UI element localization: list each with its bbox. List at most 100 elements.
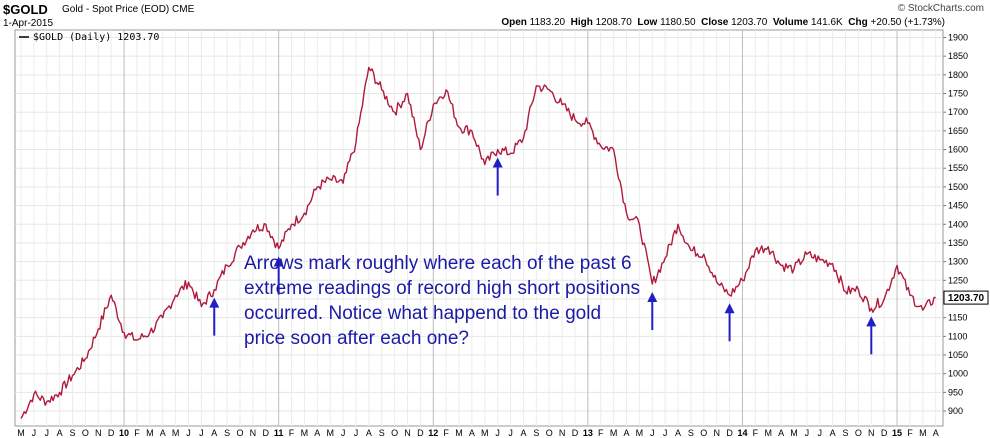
y-tick-label: 950 <box>948 387 963 397</box>
y-tick-label: 1000 <box>948 369 968 379</box>
y-tick-label: 1450 <box>948 201 968 211</box>
y-tick-label: 1350 <box>948 238 968 248</box>
x-tick-label: J <box>650 428 655 438</box>
x-tick-label: J <box>508 428 513 438</box>
open-label: Open <box>501 17 527 28</box>
x-tick-label: M <box>481 428 489 438</box>
close-label: Close <box>701 17 729 28</box>
y-tick-label: 1400 <box>948 219 968 229</box>
x-tick-label: A <box>211 428 217 438</box>
last-value-badge: 1203.70 <box>943 290 989 305</box>
open-value: 1183.20 <box>529 17 566 28</box>
x-tick-label: S <box>70 428 76 438</box>
up-arrow-icon <box>273 256 284 295</box>
x-tick-label: S <box>379 428 385 438</box>
x-tick-label: S <box>688 428 694 438</box>
y-tick-label: 1100 <box>948 331 967 341</box>
x-tick-label: A <box>469 428 475 438</box>
y-tick-label: 1800 <box>948 70 968 80</box>
chg-label: Chg <box>848 17 868 28</box>
high-label: High <box>570 17 593 28</box>
x-tick-label: J <box>354 428 359 438</box>
x-tick-label: J <box>805 428 810 438</box>
x-tick-label: J <box>45 428 50 438</box>
x-tick-label: M <box>636 428 644 438</box>
x-tick-label: M <box>919 428 927 438</box>
high-value: 1208.70 <box>595 17 632 28</box>
x-tick-label: A <box>314 428 320 438</box>
y-tick-label: 1250 <box>948 275 968 285</box>
x-tick-label: N <box>868 428 875 438</box>
volume-value: 141.6K <box>811 17 843 28</box>
legend-label: $GOLD (Daily) 1203.70 <box>33 32 159 43</box>
x-tick-label: M <box>17 428 25 438</box>
x-tick-label: O <box>855 428 862 438</box>
x-tick-label: S <box>843 428 849 438</box>
x-tick-label: 14 <box>737 428 747 438</box>
x-tick-label: A <box>160 428 166 438</box>
x-tick-label: O <box>700 428 707 438</box>
x-tick-label: N <box>250 428 257 438</box>
low-label: Low <box>637 17 658 28</box>
plot-area <box>14 29 944 427</box>
up-arrow-icon <box>492 157 503 196</box>
close-value: 1203.70 <box>731 17 768 28</box>
x-tick-label: J <box>32 428 37 438</box>
ohlc-readout: Open 1183.20 High 1208.70 Low 1180.50 Cl… <box>501 17 945 28</box>
y-tick-label: 1300 <box>948 257 968 267</box>
x-tick-label: O <box>546 428 553 438</box>
x-tick-label: N <box>713 428 720 438</box>
x-tick-label: F <box>443 428 449 438</box>
exchange-text: CME <box>172 4 195 15</box>
x-tick-label: M <box>172 428 180 438</box>
y-tick-label: 1150 <box>948 313 967 323</box>
y-tick-label: 1600 <box>948 145 968 155</box>
y-tick-label: 1500 <box>948 182 968 192</box>
legend: $GOLD (Daily) 1203.70 <box>19 32 159 43</box>
last-value-text: 1203.70 <box>948 293 985 304</box>
annotation-text: Arrows mark roughly where each of the pa… <box>244 253 641 349</box>
x-tick-label: F <box>134 428 140 438</box>
x-tick-label: M <box>301 428 309 438</box>
x-tick-label: S <box>224 428 230 438</box>
grid <box>15 30 943 426</box>
x-tick-label: F <box>289 428 295 438</box>
x-tick-label: A <box>624 428 630 438</box>
x-tick-label: D <box>263 428 270 438</box>
chart-date: 1-Apr-2015 <box>3 18 54 29</box>
y-tick-label: 1650 <box>948 126 968 136</box>
last-value-box <box>943 290 989 305</box>
y-axis: 9009501000105011001150120012501300135014… <box>943 32 968 416</box>
up-arrow-icon <box>724 303 735 342</box>
x-tick-label: D <box>417 428 424 438</box>
x-tick-label: A <box>675 428 681 438</box>
x-tick-label: D <box>881 428 888 438</box>
x-tick-label: M <box>764 428 772 438</box>
y-tick-label: 900 <box>948 406 963 416</box>
x-tick-label: 12 <box>428 428 438 438</box>
x-tick-label: A <box>57 428 63 438</box>
x-tick-label: J <box>495 428 500 438</box>
x-tick-label: J <box>818 428 823 438</box>
x-tick-label: J <box>199 428 204 438</box>
price-line <box>20 66 936 419</box>
x-axis: M J J A S O N D 10 F M A M J J A S O N D 11 F M A M J J A S O N D 12 F M A M… <box>17 428 938 438</box>
credit-text: © StockCharts.com <box>897 3 984 14</box>
x-tick-label: N <box>559 428 566 438</box>
y-tick-label: 1900 <box>948 32 968 42</box>
chg-value: +20.50 (+1.73%) <box>870 17 946 28</box>
chart-description: Gold - Spot Price (EOD) CME <box>62 4 194 15</box>
x-tick-label: A <box>366 428 372 438</box>
x-tick-label: A <box>933 428 939 438</box>
y-tick-label: 1750 <box>948 89 968 99</box>
x-tick-label: O <box>82 428 89 438</box>
x-tick-label: N <box>95 428 102 438</box>
x-tick-label: A <box>778 428 784 438</box>
up-arrow-icon <box>209 297 220 336</box>
low-value: 1180.50 <box>660 17 696 28</box>
x-tick-label: N <box>404 428 411 438</box>
x-tick-label: D <box>572 428 579 438</box>
x-tick-label: F <box>907 428 913 438</box>
x-tick-label: M <box>455 428 463 438</box>
